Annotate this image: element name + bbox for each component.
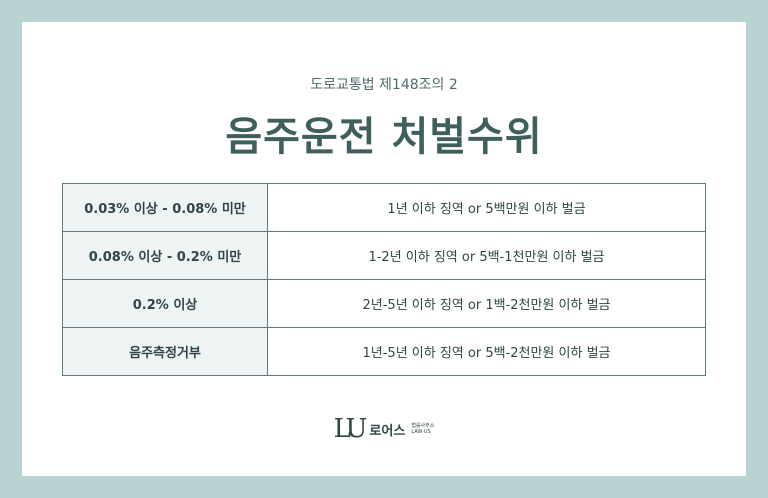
- penalty-cell: 1년-5년 이하 징역 or 5백-2천만원 이하 벌금: [267, 327, 706, 376]
- penalty-cell: 1년 이하 징역 or 5백만원 이하 벌금: [267, 183, 706, 232]
- penalty-cell: 2년-5년 이하 징역 or 1백-2천만원 이하 벌금: [267, 279, 706, 328]
- logo-mark: LU: [333, 414, 368, 444]
- table-row: 0.08% 이상 - 0.2% 미만 1-2년 이하 징역 or 5백-1천만원 …: [62, 231, 706, 280]
- logo: LU 로어스 법률사무소 LAW·US: [22, 414, 746, 444]
- brand: 로어스: [369, 423, 406, 439]
- condition-cell: 0.08% 이상 - 0.2% 미만: [62, 231, 268, 280]
- condition-cell: 0.2% 이상: [62, 279, 268, 328]
- table-row: 0.03% 이상 - 0.08% 미만 1년 이하 징역 or 5백만원 이하 벌…: [62, 183, 706, 232]
- condition-cell: 음주측정거부: [62, 327, 268, 376]
- title: 음주운전 처벌수위: [225, 114, 543, 160]
- brand-en: LAW·US: [411, 429, 431, 435]
- table-row: 음주측정거부 1년-5년 이하 징역 or 5백-2천만원 이하 벌금: [62, 327, 706, 376]
- table-row: 0.2% 이상 2년-5년 이하 징역 or 1백-2천만원 이하 벌금: [62, 279, 706, 328]
- penalty-cell: 1-2년 이하 징역 or 5백-1천만원 이하 벌금: [267, 231, 706, 280]
- card: 도로교통법 제148조의 2 음주운전 처벌수위 0.03% 이상 - 0.08…: [22, 22, 746, 476]
- brand-sub: 법률사무소: [411, 423, 435, 429]
- subtitle: 도로교통법 제148조의 2: [310, 77, 458, 93]
- condition-cell: 0.03% 이상 - 0.08% 미만: [62, 183, 268, 232]
- brand-small: 법률사무소 LAW·US: [411, 423, 434, 435]
- penalty-table: 0.03% 이상 - 0.08% 미만 1년 이하 징역 or 5백만원 이하 벌…: [62, 183, 706, 376]
